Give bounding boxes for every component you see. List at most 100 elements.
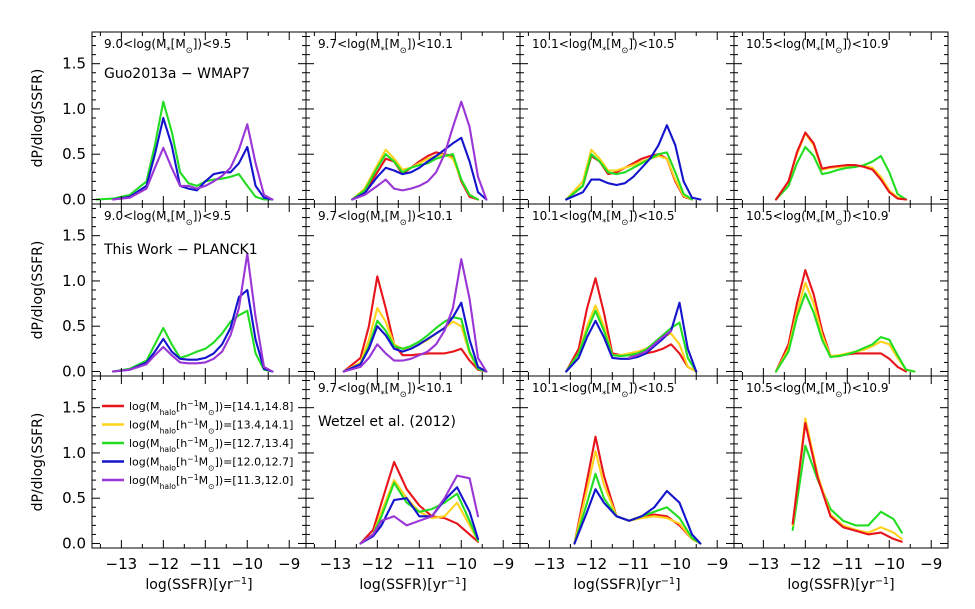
series-line-s127-r2-c1	[359, 486, 480, 545]
series-line-s148-r0-c3	[774, 131, 908, 201]
exponent: −1	[447, 576, 461, 587]
series-line-s127-r0-c0	[111, 116, 274, 201]
series-line-s141-r1-c2	[565, 304, 698, 373]
mass-bin-label: 10.1<log(M*[M⊙])<10.5	[532, 37, 675, 55]
sun-symbol: ⊙	[621, 45, 628, 55]
halo-sub: halo	[160, 408, 177, 417]
mass-bin-label: 9.0<log(M*[M⊙])<9.5	[104, 37, 231, 55]
mass-star: *	[380, 45, 384, 55]
panel-frame	[733, 203, 949, 377]
panel-frame	[305, 31, 521, 205]
x-axis-label: log(SSFR)[yr−1]	[145, 576, 252, 594]
y-axis-label: dP/dlog(SSFR)	[30, 413, 46, 512]
panel-r2-c2: 10.1<log(M*[M⊙])<10.5	[519, 375, 735, 549]
series-line-s120-r0-c0	[111, 123, 274, 201]
panel-frame	[91, 31, 307, 205]
series-line-s127-r1-c2	[565, 301, 698, 373]
sun-symbol: ⊙	[835, 217, 842, 227]
halo-sub: halo	[160, 482, 177, 491]
panel-frame	[519, 203, 735, 377]
x-tick-label: −11	[831, 555, 863, 573]
exponent: −1	[661, 576, 675, 587]
series-line-s120-r0-c1	[351, 100, 488, 201]
y-tick-label: 1.5	[62, 227, 86, 245]
y-tick-label: 0.5	[62, 489, 86, 507]
mass-star: *	[166, 45, 170, 55]
mass-bin-label: 9.7<log(M*[M⊙])<10.1	[318, 381, 453, 399]
series-line-s120-r1-c1	[342, 258, 488, 373]
sun-symbol: ⊙	[621, 217, 628, 227]
mass-bin-label: 10.5<log(M*[M⊙])<10.9	[746, 209, 889, 227]
sun-symbol: ⊙	[621, 389, 628, 399]
mass-bin-label: 9.0<log(M*[M⊙])<9.5	[104, 209, 231, 227]
panel-r1-c2: 10.1<log(M*[M⊙])<10.5	[519, 203, 735, 377]
mass-bin-label: 10.5<log(M*[M⊙])<10.9	[746, 37, 889, 55]
mass-bin-label: 10.5<log(M*[M⊙])<10.9	[746, 381, 889, 399]
x-tick-label: −11	[403, 555, 435, 573]
sun-symbol: ⊙	[208, 445, 214, 454]
sun-symbol: ⊙	[186, 45, 193, 55]
panel-r0-c3: 10.5<log(M*[M⊙])<10.9	[733, 31, 949, 205]
series-line-s127-r0-c2	[565, 124, 702, 201]
series-line-s141-r0-c2	[565, 148, 694, 201]
x-tick-label: −12	[362, 555, 394, 573]
y-tick-label: 1.5	[62, 55, 86, 73]
y-tick-label: 1.5	[62, 399, 86, 417]
x-tick-label: −10	[445, 555, 477, 573]
sun-symbol: ⊙	[208, 426, 214, 435]
exponent: −1	[187, 454, 198, 463]
mass-star: *	[166, 217, 170, 227]
y-tick-label: 0.5	[62, 145, 86, 163]
y-tick-label: 1.0	[62, 444, 86, 462]
x-axis-label: log(SSFR)[yr−1]	[573, 576, 680, 594]
y-tick-label: 0.5	[62, 317, 86, 335]
sun-symbol: ⊙	[835, 45, 842, 55]
x-tick-label: −10	[231, 555, 263, 573]
halo-sub: halo	[160, 445, 177, 454]
legend: log(Mhalo[h−1M⊙])=[14.1,14.8]log(Mhalo[h…	[102, 399, 293, 491]
series-line-s134-r2-c3	[791, 444, 903, 534]
x-axis-label: log(SSFR)[yr−1]	[359, 576, 466, 594]
series-line-s134-r0-c2	[565, 151, 694, 201]
y-tick-label: 0.0	[62, 190, 86, 208]
sun-symbol: ⊙	[400, 45, 407, 55]
series-line-s134-r2-c1	[359, 481, 480, 545]
series-line-s120-r1-c0	[111, 252, 274, 373]
row-label-guo2013a: Guo2013a − WMAP7	[104, 66, 250, 82]
series-line-s127-r1-c1	[342, 301, 488, 373]
y-axis-label: dP/dlog(SSFR)	[30, 241, 46, 340]
series-line-s120-r2-c1	[359, 474, 480, 545]
x-tick-label: −12	[790, 555, 822, 573]
panel-r2-c3: 10.5<log(M*[M⊙])<10.9	[733, 375, 949, 549]
series-line-s148-r2-c3	[791, 422, 903, 543]
mass-bin-label: 9.7<log(M*[M⊙])<10.1	[318, 37, 453, 55]
mass-star: *	[816, 389, 820, 399]
legend-label-s127: log(Mhalo[h−1M⊙])=[12.0,12.7]	[129, 454, 293, 472]
legend-label-s141: log(Mhalo[h−1M⊙])=[13.4,14.1]	[129, 417, 293, 435]
panel-r1-c1: 9.7<log(M*[M⊙])<10.1	[305, 203, 521, 377]
exponent: −1	[187, 436, 198, 445]
sun-symbol: ⊙	[400, 389, 407, 399]
x-axis-label: log(SSFR)[yr−1]	[787, 576, 894, 594]
y-tick-label: 1.0	[62, 272, 86, 290]
panel-frame	[733, 31, 949, 205]
y-tick-label: 1.0	[62, 100, 86, 118]
mass-bin-label: 9.7<log(M*[M⊙])<10.1	[318, 209, 453, 227]
mass-bin-label: 10.1<log(M*[M⊙])<10.5	[532, 381, 675, 399]
x-tick-label: −12	[576, 555, 608, 573]
mass-star: *	[380, 217, 384, 227]
series-line-s134-r1-c1	[342, 316, 488, 373]
x-tick-label: −13	[320, 555, 352, 573]
sun-symbol: ⊙	[208, 463, 214, 472]
series-line-s148-r2-c1	[359, 460, 480, 545]
series-line-s134-r1-c2	[565, 309, 698, 373]
x-tick-label: −9	[278, 555, 300, 573]
mass-star: *	[602, 45, 606, 55]
series-line-s134-r0-c1	[351, 153, 480, 201]
sun-symbol: ⊙	[400, 217, 407, 227]
y-axis-label: dP/dlog(SSFR)	[30, 69, 46, 168]
mass-star: *	[816, 217, 820, 227]
series-line-s120-r1-c2	[628, 329, 673, 359]
panel-r0-c1: 9.7<log(M*[M⊙])<10.1	[305, 31, 521, 205]
